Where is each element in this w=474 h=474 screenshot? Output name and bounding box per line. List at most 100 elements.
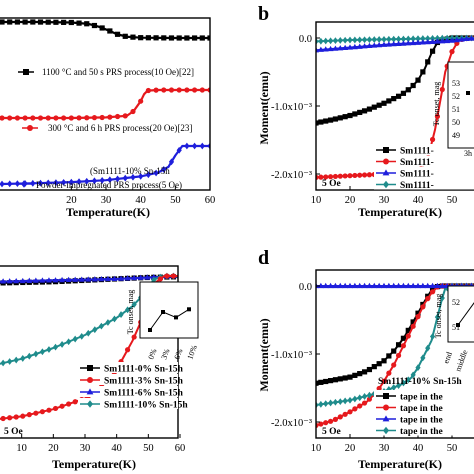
panel-c-series-4-point-16 (92, 326, 98, 334)
panel-b-series-4-point-16 (391, 35, 397, 43)
panel-b-series-4-point-10 (361, 36, 368, 44)
panel-c-series-2-point-28 (170, 273, 177, 279)
panel-a-annotation-2: 300 °C and 6 h PRS process(20 Oe)[23] (48, 123, 192, 133)
panel-a-series-2-point-20 (153, 87, 159, 93)
panel-d-inset-line (457, 302, 474, 326)
panel-d-series-1-point-8 (352, 372, 358, 378)
panel-b-series-3-point-1 (317, 46, 324, 52)
panel-d-series-4-point-6 (342, 397, 348, 405)
panel-b-series-3-point-9 (356, 43, 363, 49)
panel-d-series-4-point-17 (395, 382, 402, 389)
panel-d-y-tick-0: 0.0 (299, 282, 312, 293)
panel-a-x-tick-50: 50 (170, 195, 181, 206)
panel-c-legend-bg-1 (78, 362, 178, 373)
panel-c-series-2-point-3 (7, 415, 13, 421)
panel-a-series-3-point-17 (130, 173, 136, 181)
panel-a-series-3-point-15 (114, 175, 121, 183)
panel-a-series-1-point-4 (30, 19, 36, 25)
panel-a-series-2-point-7 (53, 115, 59, 121)
panel-c-series-3-point-24 (144, 274, 151, 280)
panel-c-x-label: Temperature(K) (52, 457, 136, 471)
panel-b-series-1-point-0 (316, 120, 319, 126)
panel-d-series-2-point-16 (391, 362, 397, 368)
panel-d-series-2-point-10 (361, 400, 368, 406)
panel-b-x-tick-30: 30 (379, 195, 390, 206)
panel-d-series-3-point-25 (434, 282, 441, 289)
panel-a-series-3-point-11 (84, 177, 90, 185)
panel-b-inset-x-label: 3h (464, 149, 472, 158)
panel-a-series-3-point-21 (161, 166, 167, 173)
panel-b-x-tick-50: 50 (447, 195, 458, 206)
panel-c-series-2-point-2 (0, 415, 6, 422)
panel-b-series-1-point-3 (327, 117, 334, 123)
panel-a-series-1-point-0 (0, 19, 5, 25)
panel-d-series-3-point-1 (317, 282, 324, 289)
panel-b-x-tick-20: 20 (345, 195, 356, 206)
panel-a-series-3-point-14 (107, 176, 113, 184)
panel-b-series-1-point-7 (347, 112, 353, 119)
panel-a-series-2-point-8 (61, 115, 67, 121)
panel-c-series-4-point-5 (20, 355, 26, 362)
panel-a-series-2-point-5 (37, 115, 44, 121)
panel-b-inset-tick-0: 53 (452, 79, 460, 88)
panel-d-series-4-point-3 (327, 399, 334, 407)
panel-a-x-label: Temperature(K) (66, 205, 150, 219)
panel-d-series-1-point-21 (415, 310, 421, 316)
panel-d-series-2-point-17 (395, 352, 402, 359)
panel-a-series-3-point-13 (99, 177, 105, 184)
panel-d-series-4-point-23 (425, 344, 431, 352)
panel-d-series-2-point-13 (376, 385, 382, 392)
panel-c-x-tick-30: 30 (80, 443, 91, 454)
panel-b-series-1-point-6 (342, 114, 348, 120)
panel-b-series-1-point-22 (420, 69, 426, 75)
panel-d-series-3-point-23 (424, 282, 431, 289)
panel-c-legend-label-2: Sm1111-3% Sn-15h (104, 377, 184, 387)
panel-b-series-4-point-4 (332, 37, 339, 45)
panel-b-series-2-point-4 (332, 173, 339, 180)
panel-c-series-4-point-11 (59, 341, 65, 348)
panel-b-series-4-point-6 (342, 36, 348, 44)
panel-b-legend-label-3: Sm1111- (400, 170, 434, 180)
panel-b-series-1-point-9 (357, 109, 363, 116)
panel-b-series-4-point-14 (381, 35, 387, 43)
panel-b-legend-bg-1 (374, 144, 474, 155)
panel-d-series-4-point-21 (415, 364, 421, 371)
panel-a-plot (0, 19, 210, 188)
panel-a-series-1-point-18 (138, 35, 144, 41)
panel-b-series-4-point-8 (352, 36, 358, 44)
panel-d-letter: d (258, 247, 269, 269)
panel-d-y-tick-2: -2.0x10⁻³ (271, 418, 312, 429)
panel-d-series-2-point-6 (342, 411, 348, 417)
panel-a-series-2-point-21 (161, 87, 167, 93)
panel-c-x-tick-50: 50 (143, 443, 154, 454)
panel-a: 20 30 40 50 60 Temperature(K) 1100 °C and 50… (0, 17, 215, 219)
panel-d-series-1-point-20 (410, 319, 416, 325)
panel-c-series-4-point-21 (124, 306, 131, 314)
panel-d-series-2-point-5 (337, 414, 343, 420)
panel-b-series-4-point-5 (337, 37, 343, 44)
panel-b-series-4-point-11 (366, 36, 373, 44)
panel-d: d 10 20 30 40 50 0.0 -1.0x10⁻³ -2.0x10⁻³ Moment… (257, 247, 474, 471)
panel-b-series-3-point-15 (385, 41, 392, 47)
panel-c-legend: Sm1111-0% Sn-15h Sm1111-3% Sn-15h Sm1111-6… (78, 362, 188, 411)
panel-c-series-4-point-8 (39, 348, 46, 356)
panel-b-series-2-point-28 (449, 49, 455, 55)
panel-c-x-tick-60: 60 (175, 443, 186, 454)
panel-b-series-3-point-27 (444, 37, 451, 44)
panel-a-annotation-marker-1 (18, 69, 34, 75)
panel-c-series-2-point-7 (33, 410, 39, 416)
panel-a-series-1-point-22 (168, 35, 175, 41)
panel-b-series-4-point-25 (434, 34, 441, 42)
panel-b-series-1-point-20 (410, 82, 416, 89)
panel-a-series-3-point-6 (45, 179, 51, 187)
panel-b-legend: Sm1111-Sm1111-Sm1111-Sm1111- (374, 144, 474, 191)
panel-b-series-3-point-14 (381, 41, 387, 47)
panel-c-series-2-point-12 (66, 401, 72, 407)
panel-a-series-1-point-24 (184, 35, 190, 41)
panel-a-series-2-point-10 (76, 115, 82, 121)
panel-d-legend-bg-1 (374, 390, 474, 401)
panel-d-inset-tick-0: 52 (452, 298, 460, 307)
panel-b-series-2-point-26 (439, 86, 445, 93)
panel-b-series-2-point-1 (318, 174, 324, 180)
panel-a-series-2-point-16 (122, 113, 128, 119)
